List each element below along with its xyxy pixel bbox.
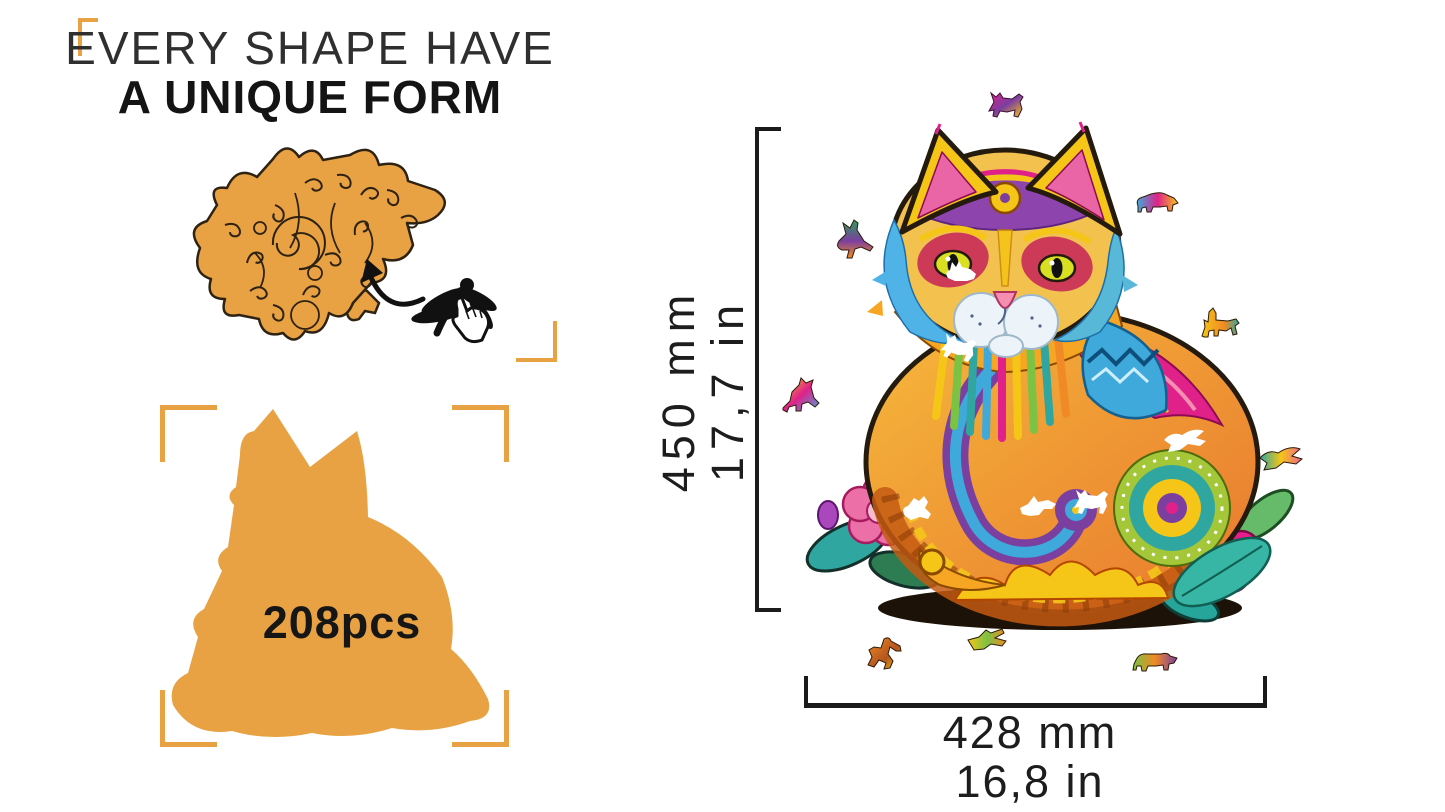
height-label-in: 17,7 in bbox=[702, 297, 753, 483]
puzzle-cluster-illustration bbox=[192, 147, 497, 344]
piece-monkey-icon bbox=[867, 637, 902, 670]
piece-parrot-icon bbox=[1259, 447, 1303, 471]
heading-line1: EVERY SHAPE HAVE bbox=[65, 22, 555, 74]
cat-puzzle-illustration bbox=[782, 92, 1303, 672]
heading-line2: A UNIQUE FORM bbox=[117, 71, 503, 123]
piece-hummingbird-icon bbox=[967, 628, 1007, 651]
height-measure-bracket bbox=[755, 127, 781, 612]
hand-pointer-icon bbox=[451, 296, 491, 344]
cluster-cut-lines bbox=[221, 170, 420, 330]
piece-kangaroo-icon bbox=[837, 219, 874, 259]
frame-bracket-bottom-left bbox=[160, 690, 217, 747]
mandala-circle bbox=[1113, 449, 1231, 567]
frame-bracket-top-left bbox=[160, 405, 217, 462]
corner-bracket-top-left bbox=[78, 18, 98, 56]
width-label-in: 16,8 in bbox=[955, 756, 1105, 807]
width-label-mm: 428 mm bbox=[942, 707, 1118, 758]
piece-wolf-icon bbox=[782, 377, 820, 413]
cat-silhouette-illustration bbox=[171, 409, 490, 738]
height-label: 450 mm 17,7 in bbox=[653, 230, 754, 550]
frame-bracket-bottom-right bbox=[452, 690, 509, 747]
frame-bracket-top-right bbox=[452, 405, 509, 462]
height-label-mm: 450 mm bbox=[653, 287, 704, 493]
piece-cat-icon bbox=[988, 92, 1024, 118]
piece-rhino-icon bbox=[1136, 192, 1179, 213]
arrow-icon bbox=[361, 259, 426, 307]
dragonfly-icon bbox=[411, 278, 497, 337]
width-measure-bracket bbox=[804, 676, 1267, 708]
piece-llama-icon bbox=[1201, 307, 1240, 338]
piece-tiger-icon bbox=[1132, 652, 1178, 672]
corner-bracket-bottom-right bbox=[516, 321, 557, 362]
section-heading: EVERY SHAPE HAVE A UNIQUE FORM bbox=[30, 22, 590, 120]
gold-scallops bbox=[953, 560, 1170, 602]
cluster-blob bbox=[192, 147, 446, 341]
cat-silhouette bbox=[171, 409, 490, 738]
piece-count-label: 208pcs bbox=[262, 597, 422, 648]
width-label: 428 mm 16,8 in bbox=[830, 708, 1230, 806]
blue-drape bbox=[1081, 318, 1168, 420]
cat-ears bbox=[899, 121, 1123, 237]
